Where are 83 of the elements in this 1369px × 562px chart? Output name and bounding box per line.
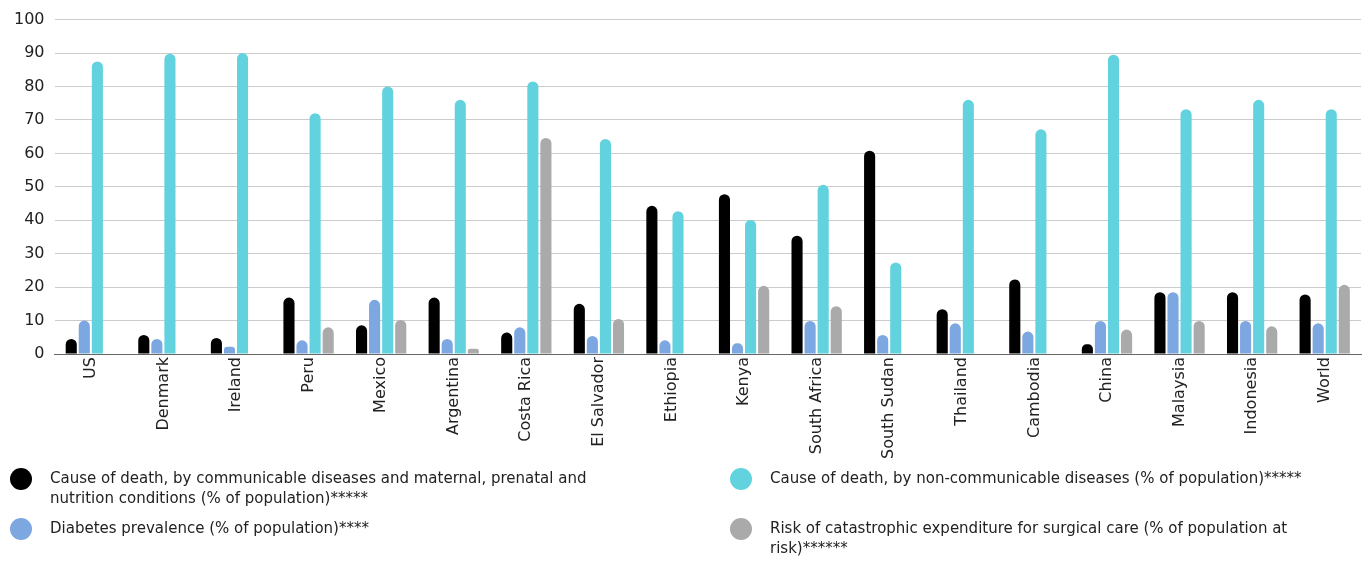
bar (949, 323, 961, 354)
bar (164, 53, 176, 354)
y-tick-label: 80 (24, 75, 45, 95)
legend-label: Diabetes prevalence (% of population)**** (50, 518, 369, 538)
legend-label: Cause of death, by communicable diseases and maternal, prenatal and nutrition conditions (% of population)***** (50, 468, 588, 508)
bar (1154, 292, 1166, 354)
y-tick-label: 30 (24, 242, 45, 262)
bar (830, 306, 842, 354)
x-tick-label: Kenya (733, 357, 753, 406)
x-tick-label: Peru (297, 357, 317, 393)
bar (283, 297, 295, 354)
bar (804, 320, 816, 354)
bar (864, 150, 876, 354)
x-tick-label: Costa Rica (515, 357, 535, 442)
bar (91, 61, 103, 354)
x-tick-label: Thailand (950, 357, 970, 427)
bar (1338, 284, 1350, 354)
bar (962, 99, 974, 354)
legend-label: Cause of death, by non-communicable diseases (% of population)***** (770, 468, 1302, 488)
bar (1121, 329, 1133, 354)
x-tick-label: Ireland (225, 357, 245, 413)
bar (1226, 292, 1239, 354)
x-tick-label: US (79, 357, 99, 379)
x-tick-label: Indonesia (1241, 357, 1261, 435)
bar (1312, 323, 1324, 354)
y-tick-label: 40 (24, 209, 45, 229)
bar (890, 262, 902, 354)
y-tick-label: 100 (13, 8, 45, 28)
bar (1299, 294, 1311, 354)
x-tick-label: El Salvador (588, 356, 608, 447)
bar (573, 303, 585, 354)
bar (817, 184, 829, 354)
bar (236, 53, 249, 354)
bar (758, 285, 770, 354)
bar (428, 297, 440, 354)
bar (454, 99, 466, 354)
bar (1253, 99, 1265, 354)
bar (791, 235, 803, 354)
bar (369, 299, 381, 354)
y-tick-label: 90 (24, 42, 45, 62)
bar (612, 318, 625, 354)
x-tick-label: China (1096, 357, 1116, 403)
bar (382, 86, 394, 354)
bar (1094, 320, 1106, 354)
bar (395, 319, 407, 354)
bar (1193, 320, 1205, 354)
legend-label: Risk of catastrophic expenditure for surgical care (% of population at risk)****** (770, 518, 1289, 558)
bar (309, 113, 321, 354)
bar (1240, 320, 1252, 354)
bar (540, 137, 552, 354)
bar (745, 219, 757, 354)
bar (1180, 109, 1192, 354)
y-tick-label: 70 (24, 109, 45, 129)
x-tick-label: Argentina (442, 357, 462, 436)
bar (322, 327, 334, 354)
y-tick-label: 20 (24, 276, 45, 296)
x-tick-label: World (1313, 357, 1333, 403)
bar (1035, 129, 1047, 354)
x-tick-label: Denmark (152, 356, 172, 431)
x-tick-label: Mexico (370, 357, 390, 413)
x-tick-label: Malaysia (1168, 357, 1188, 427)
bar (356, 325, 368, 354)
bar (1009, 279, 1021, 354)
x-tick-label: South Sudan (878, 357, 898, 459)
bar (718, 194, 731, 354)
bar (1266, 326, 1278, 354)
y-tick-label: 0 (34, 343, 45, 363)
bar (514, 327, 526, 354)
bar (646, 205, 658, 354)
x-tick-label: Ethiopia (660, 357, 680, 423)
bar (936, 309, 948, 354)
x-tick-label: Cambodia (1023, 357, 1043, 438)
y-tick-label: 50 (24, 175, 45, 195)
y-tick-label: 60 (24, 142, 45, 162)
bar (672, 211, 684, 354)
bar (527, 81, 539, 354)
bar (1325, 109, 1337, 354)
bar (1107, 54, 1120, 354)
bar (1167, 292, 1179, 354)
x-tick-label: South Africa (805, 357, 825, 455)
bar (599, 138, 611, 354)
y-tick-label: 10 (24, 309, 45, 329)
bar (78, 320, 90, 354)
